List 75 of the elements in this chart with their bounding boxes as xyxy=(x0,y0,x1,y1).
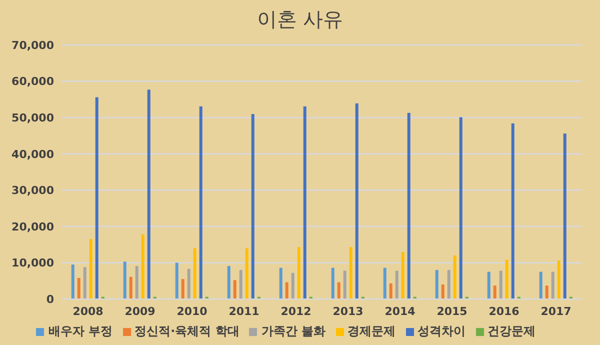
bar xyxy=(135,266,138,299)
bar xyxy=(389,283,392,299)
bar xyxy=(493,286,496,299)
bar xyxy=(459,117,462,299)
x-tick-label: 2011 xyxy=(228,304,260,318)
bar xyxy=(285,282,288,299)
bar xyxy=(291,272,294,299)
bar xyxy=(487,272,490,299)
x-tick-label: 2016 xyxy=(488,304,520,318)
bar xyxy=(349,247,352,299)
bar xyxy=(435,270,438,299)
x-tick-label: 2012 xyxy=(280,304,312,318)
bar xyxy=(193,248,196,299)
x-tick-label: 2008 xyxy=(72,304,104,318)
bar xyxy=(245,248,248,299)
bar xyxy=(551,272,554,299)
bar xyxy=(395,270,398,299)
bar xyxy=(401,252,404,299)
bar xyxy=(123,262,126,299)
legend-label: 가족간 불화 xyxy=(261,324,326,338)
bar xyxy=(71,264,74,299)
bar xyxy=(141,234,144,299)
y-tick-label: 20,000 xyxy=(12,220,54,234)
bar xyxy=(147,90,150,299)
bar xyxy=(355,103,358,299)
bar xyxy=(331,268,334,299)
chart-title: 이혼 사유 xyxy=(256,6,344,33)
bar xyxy=(545,286,548,299)
bar xyxy=(181,279,184,299)
x-tick-label: 2013 xyxy=(332,304,364,318)
y-tick-label: 0 xyxy=(46,292,54,306)
bar xyxy=(251,114,254,299)
y-tick-label: 70,000 xyxy=(12,38,54,52)
y-tick-label: 40,000 xyxy=(12,148,54,161)
bar xyxy=(129,276,132,299)
bar xyxy=(505,260,508,299)
legend-label: 건강문제 xyxy=(488,324,536,338)
bar xyxy=(95,97,98,299)
bar xyxy=(303,106,306,299)
bar xyxy=(279,268,282,299)
bar xyxy=(187,268,190,299)
bar xyxy=(499,270,502,299)
bar xyxy=(227,266,230,299)
legend-label: 성격차이 xyxy=(418,324,466,338)
bar xyxy=(199,106,202,299)
bar xyxy=(453,255,456,299)
bar xyxy=(233,280,236,299)
bar xyxy=(297,247,300,299)
bar xyxy=(77,278,80,299)
bar xyxy=(337,282,340,299)
x-tick-label: 2014 xyxy=(384,304,416,318)
legend-label: 정신적·육체적 학대 xyxy=(134,324,240,338)
x-tick-label: 2009 xyxy=(124,304,156,318)
y-tick-label: 30,000 xyxy=(12,184,54,198)
bar xyxy=(539,272,542,299)
bar xyxy=(239,270,242,299)
x-tick-label: 2010 xyxy=(176,304,208,318)
bar xyxy=(175,262,178,299)
y-tick-label: 60,000 xyxy=(12,75,54,88)
bar xyxy=(563,134,566,299)
bar xyxy=(343,270,346,299)
bar xyxy=(407,112,410,299)
bar xyxy=(441,284,444,299)
y-tick-label: 50,000 xyxy=(12,111,54,124)
bar xyxy=(383,268,386,299)
x-tick-label: 2017 xyxy=(540,304,572,318)
legend-label: 배우자 부정 xyxy=(48,324,113,338)
bar xyxy=(511,123,514,299)
bar xyxy=(447,270,450,299)
bar xyxy=(557,260,560,299)
y-tick-label: 10,000 xyxy=(12,256,54,270)
legend-label: 경제문제 xyxy=(348,324,396,338)
bar xyxy=(89,239,92,299)
bar xyxy=(83,267,86,299)
x-tick-label: 2015 xyxy=(436,304,468,318)
